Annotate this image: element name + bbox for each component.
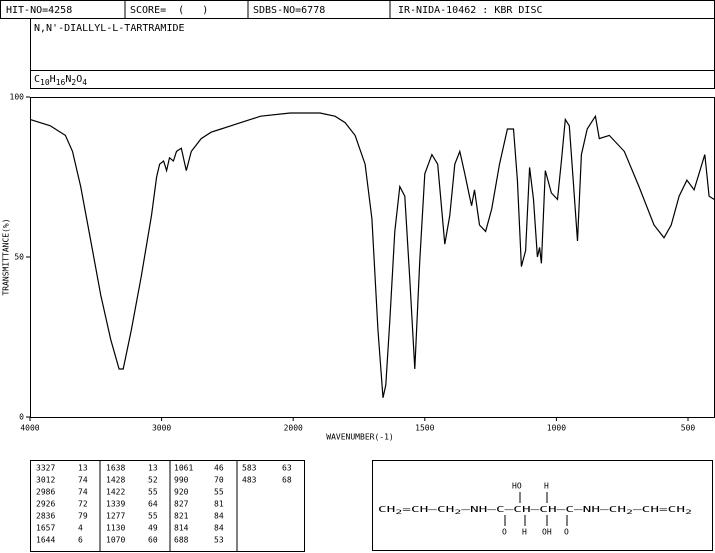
peak-wavenumber: 920	[174, 488, 189, 497]
peak-wavenumber: 990	[174, 476, 189, 485]
peak-wavenumber: 1339	[106, 500, 125, 509]
plot-frame	[30, 97, 715, 418]
peak-transmittance: 6	[78, 536, 83, 545]
peak-wavenumber: 583	[242, 464, 257, 473]
peak-wavenumber: 1277	[106, 512, 125, 521]
peak-transmittance: 13	[148, 464, 158, 473]
peak-wavenumber: 827	[174, 500, 189, 509]
peak-wavenumber: 2836	[36, 512, 55, 521]
peak-wavenumber: 2986	[36, 488, 55, 497]
structure-label: OH	[542, 528, 552, 537]
formula-box	[30, 70, 715, 89]
header-box	[0, 0, 715, 19]
x-tick-label: 3000	[152, 424, 171, 433]
peak-wavenumber: 1657	[36, 524, 55, 533]
y-tick-label: 100	[10, 93, 25, 102]
peak-transmittance: 46	[214, 464, 224, 473]
structure-label: O	[502, 528, 507, 537]
hit: HIT-NO=4258	[6, 5, 72, 16]
structure-label: H	[522, 528, 527, 537]
peak-wavenumber: 1644	[36, 536, 55, 545]
spectrum-line	[29, 112, 715, 398]
structure-box	[372, 460, 713, 551]
peak-transmittance: 55	[148, 488, 158, 497]
peak-wavenumber: 1070	[106, 536, 125, 545]
y-axis-label: TRANSMITTANCE(%)	[2, 218, 11, 295]
peak-wavenumber: 821	[174, 512, 189, 521]
structure-chain: CH 2 =CH—CH 2 —NH—C—CH—CH—C—NH—CH 2 —CH=CH 2	[378, 505, 692, 517]
peak-wavenumber: 688	[174, 536, 189, 545]
structure-label: O	[564, 528, 569, 537]
peak-transmittance: 72	[78, 500, 88, 509]
peak-transmittance: 84	[214, 524, 224, 533]
peak-wavenumber: 3327	[36, 464, 55, 473]
x-tick-label: 1000	[547, 424, 566, 433]
formula: C10H16N2O4	[34, 74, 87, 87]
peak-wavenumber: 1061	[174, 464, 193, 473]
peak-wavenumber: 1130	[106, 524, 125, 533]
x-tick-label: 500	[681, 424, 696, 433]
structure-label: HO	[512, 482, 522, 491]
method: IR-NIDA-10462 : KBR DISC	[398, 5, 543, 16]
peak-wavenumber: 483	[242, 476, 257, 485]
peak-wavenumber: 814	[174, 524, 189, 533]
x-tick-label: 2000	[284, 424, 303, 433]
peak-wavenumber: 3012	[36, 476, 55, 485]
peak-wavenumber: 1638	[106, 464, 125, 473]
x-tick-label: 1500	[415, 424, 434, 433]
peak-transmittance: 84	[214, 512, 224, 521]
y-tick-label: 50	[14, 253, 24, 262]
x-axis-label: WAVENUMBER(-1)	[326, 433, 393, 442]
peak-transmittance: 79	[78, 512, 88, 521]
peak-transmittance: 70	[214, 476, 224, 485]
peak-transmittance: 55	[148, 512, 158, 521]
peak-transmittance: 74	[78, 488, 88, 497]
peak-table	[30, 460, 305, 552]
score: SCORE= ( )	[130, 5, 208, 16]
sdbs: SDBS-NO=6778	[253, 5, 325, 16]
peak-transmittance: 63	[282, 464, 292, 473]
structure-label: H	[544, 482, 549, 491]
peak-transmittance: 81	[214, 500, 224, 509]
peak-transmittance: 74	[78, 476, 88, 485]
peak-transmittance: 13	[78, 464, 88, 473]
peak-transmittance: 52	[148, 476, 158, 485]
x-tick-label: 4000	[20, 424, 39, 433]
peak-transmittance: 4	[78, 524, 83, 533]
y-tick-label: 0	[19, 413, 24, 422]
peak-wavenumber: 1422	[106, 488, 125, 497]
peak-transmittance: 68	[282, 476, 292, 485]
compound-name: N,N'-DIALLYL-L-TARTRAMIDE	[34, 23, 185, 34]
peak-wavenumber: 1428	[106, 476, 125, 485]
peak-transmittance: 55	[214, 488, 224, 497]
peak-wavenumber: 2926	[36, 500, 55, 509]
peak-transmittance: 60	[148, 536, 158, 545]
peak-transmittance: 53	[214, 536, 224, 545]
peak-transmittance: 64	[148, 500, 158, 509]
peak-transmittance: 49	[148, 524, 158, 533]
